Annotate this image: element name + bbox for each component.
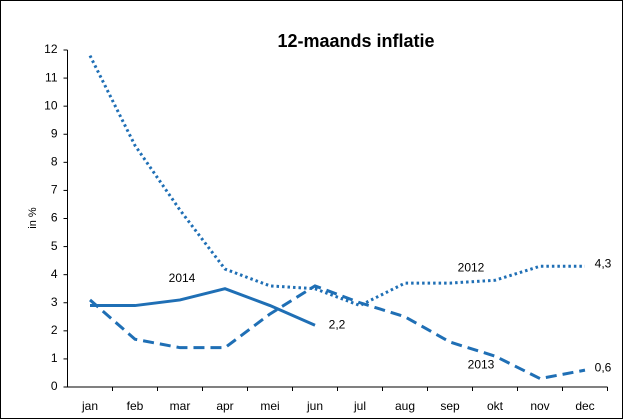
y-tick-label: 12 [44, 42, 58, 56]
x-tick-label: jan [81, 399, 98, 413]
series-line [89, 284, 586, 381]
y-tick-label: 11 [45, 70, 58, 84]
y-tick-label: 10 [44, 98, 58, 112]
x-tick-label: nov [530, 399, 549, 413]
series-label: 2013 [468, 357, 495, 371]
chart-title: 12-maands inflatie [277, 31, 434, 51]
series-label: 2014 [169, 271, 196, 285]
y-tick-label: 3 [51, 295, 58, 309]
value-label: 2,2 [329, 317, 346, 331]
value-label: 0,6 [595, 360, 612, 374]
y-tick-label: 9 [51, 126, 58, 140]
y-tick-label: 6 [51, 211, 58, 225]
x-tick-label: jul [353, 399, 366, 413]
y-tick-label: 1 [51, 351, 58, 365]
x-tick-label: dec [575, 399, 594, 413]
x-tick-label: okt [487, 399, 504, 413]
x-tick-label: apr [216, 399, 233, 413]
y-tick-label: 2 [51, 323, 58, 337]
y-tick-label: 0 [51, 379, 58, 393]
y-tick-label: 4 [51, 267, 58, 281]
x-tick-label: jun [306, 399, 323, 413]
x-tick-label: mei [260, 399, 279, 413]
y-axis-label: in % [27, 207, 39, 229]
value-label: 4,3 [595, 256, 612, 270]
x-tick-label: feb [127, 399, 144, 413]
x-tick-label: mar [170, 399, 191, 413]
x-tick-label: aug [395, 399, 415, 413]
series-label: 2012 [458, 260, 485, 274]
y-tick-label: 7 [51, 183, 58, 197]
series-line [88, 54, 585, 308]
y-tick-label: 8 [51, 155, 58, 169]
y-tick-label: 5 [51, 239, 58, 253]
series-line [90, 287, 316, 327]
x-tick-label: sep [440, 399, 460, 413]
